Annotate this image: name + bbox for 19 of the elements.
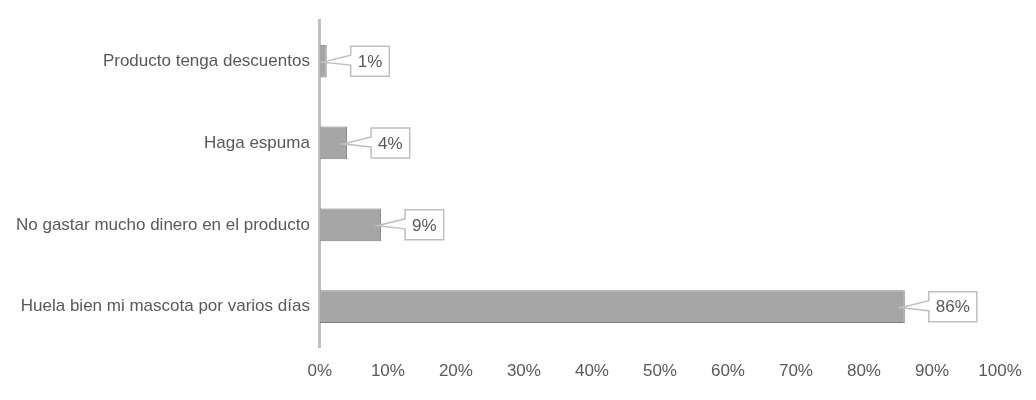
data-label: 4% — [378, 133, 403, 153]
x-tick-label: 20% — [438, 361, 473, 381]
y-tick-label: Huela bien mi mascota por varios días — [20, 296, 310, 316]
x-tick-label: 0% — [307, 361, 333, 381]
x-tick-label: 30% — [506, 361, 541, 381]
y-tick-label: Haga espuma — [204, 132, 311, 152]
y-tick-label: No gastar mucho dinero en el producto — [15, 214, 310, 234]
x-tick-label: 90% — [914, 361, 950, 381]
y-tick-label: Producto tenga descuentos — [102, 50, 310, 70]
x-tick-label: 40% — [574, 361, 609, 381]
data-label: 86% — [935, 297, 970, 317]
x-tick-label: 50% — [642, 361, 677, 381]
data-label: 1% — [357, 51, 383, 71]
x-tick-label: 100% — [978, 361, 1022, 381]
x-tick-label: 60% — [710, 361, 745, 381]
x-tick-label: 10% — [370, 361, 405, 381]
x-tick-label: 80% — [846, 361, 881, 381]
x-tick-label: 70% — [778, 361, 813, 381]
data-label: 9% — [412, 215, 437, 235]
